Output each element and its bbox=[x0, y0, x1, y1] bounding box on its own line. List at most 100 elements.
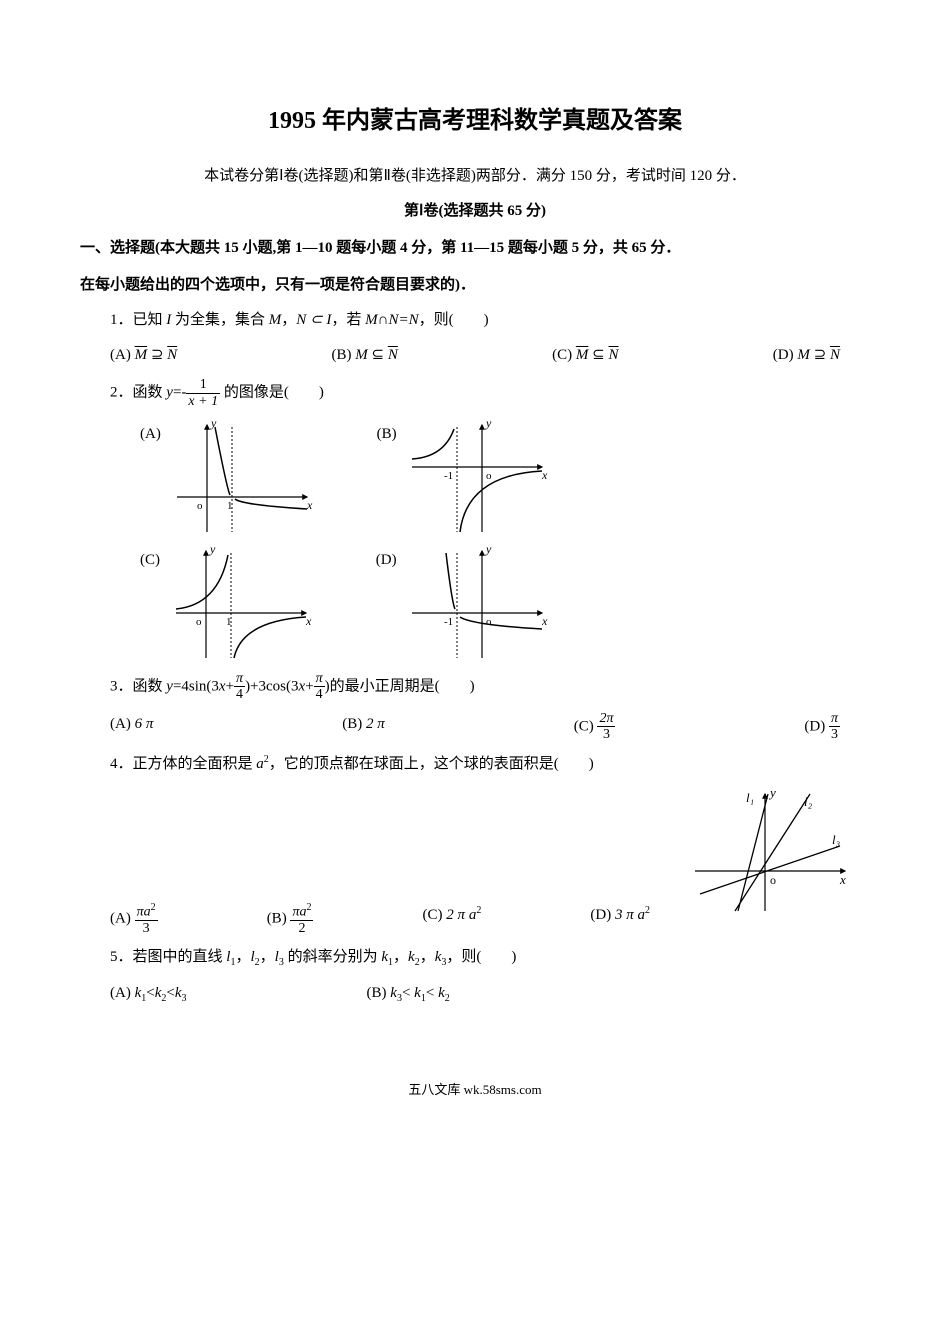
q2-graph-B-label: (B) bbox=[377, 421, 397, 448]
q2-D-y-label: y bbox=[485, 543, 492, 556]
q5-opt-B-k2: k bbox=[414, 985, 421, 1001]
q2-graph-D-label: (D) bbox=[376, 547, 397, 574]
page-title: 1995 年内蒙古高考理科数学真题及答案 bbox=[80, 100, 870, 143]
q5-opt-A-label: (A) bbox=[110, 985, 135, 1001]
q4-opt-D-label: (D) bbox=[590, 907, 615, 923]
q1-stem-e: ，则( ) bbox=[419, 312, 489, 328]
q5-opt-A-s2: 2 bbox=[161, 993, 166, 1004]
q2-graph-row-1: (A) y x o 1 (B) bbox=[140, 417, 870, 537]
q5-k2: k bbox=[408, 949, 415, 965]
q1-opt-C-rel: ⊆ bbox=[588, 347, 608, 363]
q1-stem-c: ， bbox=[281, 312, 296, 328]
q2-D-x-label: x bbox=[541, 614, 548, 628]
q3-frac-2: π4 bbox=[314, 671, 325, 703]
q4-opt-B-den: 2 bbox=[290, 921, 313, 936]
q1-opt-D-rel: ⊇ bbox=[810, 347, 830, 363]
q2-graph-D: (D) y x o -1 bbox=[376, 543, 553, 663]
question-3-options: (A) 6 π (B) 2 π (C) 2π3 (D) π3 bbox=[110, 711, 870, 743]
q3-frac-2-den: 4 bbox=[314, 687, 325, 702]
q4-stem-b: ，它的顶点都在球面上，这个球的表面积是( ) bbox=[269, 756, 594, 772]
question-1: 1．已知 I 为全集，集合 M，N ⊂ I，若 M∩N=N，则( ) bbox=[110, 307, 870, 334]
q1-opt-B-label: (B) bbox=[331, 347, 355, 363]
q2-frac: 1x + 1 bbox=[186, 377, 220, 409]
q5-opt-A-s3: 3 bbox=[182, 993, 187, 1004]
q2-C-y-label: y bbox=[209, 543, 216, 556]
q1-opt-C-lhs: M bbox=[576, 347, 589, 363]
q2-frac-num: 1 bbox=[186, 377, 220, 393]
q1-opt-C-label: (C) bbox=[552, 347, 576, 363]
q5-stem-a: 5．若图中的直线 bbox=[110, 949, 226, 965]
q1-opt-B-rhs: N bbox=[388, 347, 398, 363]
q4-opt-D: (D) 3 π a2 bbox=[590, 902, 650, 936]
q5-fig-o-label: o bbox=[770, 873, 776, 887]
q1-stem-d: ，若 bbox=[331, 312, 365, 328]
q4-opt-A-label: (A) bbox=[110, 910, 135, 926]
q2-graph-C-svg: y x o 1 bbox=[166, 543, 316, 663]
question-5-options: (A) k1<k2<k3 (B) k3< k1< k2 bbox=[110, 980, 870, 1008]
q5-fig-l2: l₂ bbox=[804, 794, 813, 809]
q5-stem-c: ， bbox=[260, 949, 275, 965]
q2-graph-B-svg: y x o -1 bbox=[402, 417, 552, 537]
q4-stem-a: 4．正方体的全面积是 bbox=[110, 756, 256, 772]
q3-frac-1-den: 4 bbox=[234, 687, 245, 702]
q4-opt-A-sup: 2 bbox=[151, 902, 156, 913]
q2-stem-a: 2．函数 bbox=[110, 385, 166, 401]
q4-opt-B: (B) πa22 bbox=[267, 902, 314, 936]
q1-opt-A-rhs: N bbox=[167, 347, 177, 363]
question-1-options: (A) M ⊇ N (B) M ⊆ N (C) M ⊆ N (D) M ⊇ N bbox=[110, 342, 870, 369]
q2-y: y bbox=[166, 385, 173, 401]
q5-k1: k bbox=[381, 949, 388, 965]
q3-opt-B-text: 2 π bbox=[366, 716, 385, 732]
q4-opt-A-frac: πa23 bbox=[135, 902, 158, 936]
q4-opt-A-pi: π bbox=[137, 904, 144, 919]
q3-frac-2-num: π bbox=[314, 671, 325, 687]
q5-opt-B-k3: k bbox=[438, 985, 445, 1001]
q3-opt-D-label: (D) bbox=[804, 718, 829, 734]
q1-opt-A-rel: ⊇ bbox=[147, 347, 167, 363]
q2-graph-A-label: (A) bbox=[140, 421, 161, 448]
q4-opt-D-sup: 2 bbox=[645, 905, 650, 916]
q5-stem-d: 的斜率分别为 bbox=[284, 949, 382, 965]
q2-graph-A-svg: y x o 1 bbox=[167, 417, 317, 537]
q3-y: y bbox=[166, 678, 173, 694]
q4-opt-C-sup: 2 bbox=[476, 905, 481, 916]
q1-opt-A: (A) M ⊇ N bbox=[110, 342, 177, 369]
q1-opt-C-rhs: N bbox=[608, 347, 618, 363]
q4-opt-A-num: πa2 bbox=[135, 902, 158, 921]
q2-B-y-label: y bbox=[485, 417, 492, 430]
q5-stem-e: ， bbox=[393, 949, 408, 965]
q2-graph-row-2: (C) y x o 1 (D) bbox=[140, 543, 870, 663]
q1-stem-b: 为全集，集合 bbox=[171, 312, 269, 328]
q2-A-y-label: y bbox=[210, 417, 217, 430]
q2-graph-D-svg: y x o -1 bbox=[402, 543, 552, 663]
q5-opt-A: (A) k1<k2<k3 bbox=[110, 980, 187, 1008]
question-5-figure: y x o l₁ l₂ l₃ bbox=[690, 786, 850, 916]
intro-text: 本试卷分第Ⅰ卷(选择题)和第Ⅱ卷(非选择题)两部分．满分 150 分，考试时间 … bbox=[80, 163, 870, 190]
question-5: 5．若图中的直线 l1，l2，l3 的斜率分别为 k1，k2，k3，则( ) bbox=[110, 944, 870, 972]
q5-opt-B: (B) k3< k1< k2 bbox=[367, 980, 450, 1008]
q5-opt-B-k1: k bbox=[390, 985, 397, 1001]
q5-fig-x-label: x bbox=[839, 872, 846, 887]
q4-opt-B-sup: 2 bbox=[306, 902, 311, 913]
question-4: 4．正方体的全面积是 a2，它的顶点都在球面上，这个球的表面积是( ) bbox=[110, 751, 870, 778]
q5-fig-l3: l₃ bbox=[832, 832, 840, 847]
q3-opt-C-num: 2π bbox=[597, 711, 615, 727]
q5-opt-A-s1: 1 bbox=[141, 993, 146, 1004]
question-2: 2．函数 y=-1x + 1 的图像是( ) bbox=[110, 377, 870, 409]
q1-opt-B-rel: ⊆ bbox=[368, 347, 388, 363]
q1-opt-D-lhs: M bbox=[797, 347, 810, 363]
q3-frac-1: π4 bbox=[234, 671, 245, 703]
q2-C-o-label: o bbox=[196, 616, 202, 628]
q1-opt-B: (B) M ⊆ N bbox=[331, 342, 397, 369]
q3-opt-B-label: (B) bbox=[342, 716, 366, 732]
q3-opt-D: (D) π3 bbox=[804, 711, 840, 743]
q5-stem-g: ，则( ) bbox=[446, 949, 516, 965]
q2-frac-den: x + 1 bbox=[186, 394, 220, 409]
q3-stem-a: 3．函数 bbox=[110, 678, 166, 694]
q2-stem-b: =- bbox=[173, 385, 186, 401]
q2-A-o-label: o bbox=[197, 500, 203, 512]
q1-MN: M∩N=N bbox=[365, 312, 418, 328]
question-4-options: (A) πa23 (B) πa22 (C) 2 π a2 (D) 3 π a2 bbox=[110, 902, 680, 936]
q1-opt-B-lhs: M bbox=[355, 347, 368, 363]
q3-stem-d: )+3cos(3 bbox=[245, 678, 298, 694]
